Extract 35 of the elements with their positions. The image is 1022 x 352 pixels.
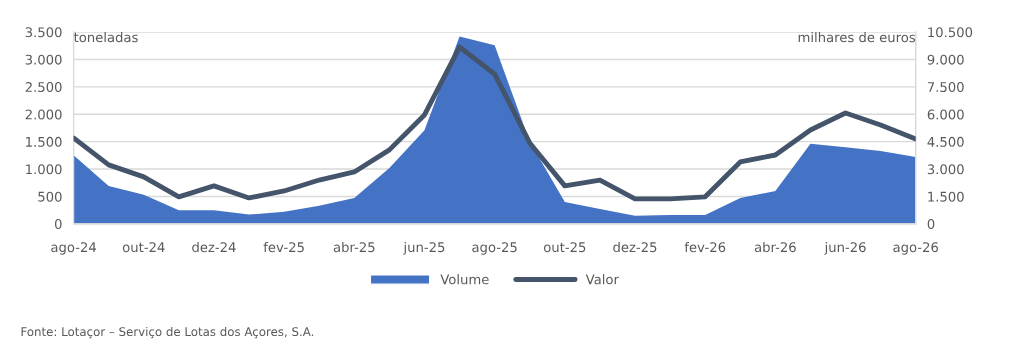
x-tick-label: out-25: [543, 242, 586, 253]
y-tick-label: 1.000: [26, 164, 62, 175]
legend-label: Valor: [585, 274, 619, 285]
x-tick-label: dez-25: [613, 241, 657, 253]
legend-label: Volume: [440, 274, 489, 285]
y-tick-label: 3.000: [25, 54, 62, 65]
y-tick-label: 500: [38, 191, 62, 202]
x-tick-label: out-24: [122, 242, 165, 253]
y2-tick-label: 0: [927, 219, 935, 230]
y2-tick-label: 7.500: [927, 82, 964, 93]
x-tick-label: fev-26: [684, 241, 726, 253]
x-tick-label: jun-26: [824, 241, 866, 255]
source-note: Fonte: Lotaçor – Serviço de Lotas dos Açores, S.A.: [21, 326, 314, 339]
x-tick-label: abr-26: [754, 241, 796, 253]
y-axis-title: toneladas: [73, 32, 138, 43]
x-tick-label: fev-25: [263, 241, 304, 253]
y2-tick-label: 6.000: [927, 109, 964, 120]
x-tick-label: jun-25: [403, 241, 445, 255]
y-tick-label: 3.500: [25, 27, 62, 38]
y2-tick-label: 10.500: [928, 27, 973, 38]
y-tick-label: 1.500: [26, 136, 62, 147]
y2-tick-label: 1.500: [928, 191, 964, 202]
x-tick-label: abr-25: [333, 241, 375, 253]
x-tick-label: ago-26: [893, 242, 939, 255]
y2-tick-label: 4.500: [927, 136, 964, 147]
x-tick-label: ago-25: [472, 242, 517, 255]
y-tick-label: 2.000: [25, 109, 62, 120]
x-tick-label: ago-24: [51, 242, 97, 255]
x-tick-label: dez-24: [192, 241, 236, 253]
y-tick-label: 0: [54, 219, 62, 230]
y2-tick-label: 9.000: [927, 54, 964, 65]
y2-axis-title: milhares de euros: [798, 32, 916, 43]
y-tick-label: 2.500: [25, 82, 62, 93]
y2-tick-label: 3.000: [927, 164, 964, 175]
line-series: [73, 44, 916, 202]
